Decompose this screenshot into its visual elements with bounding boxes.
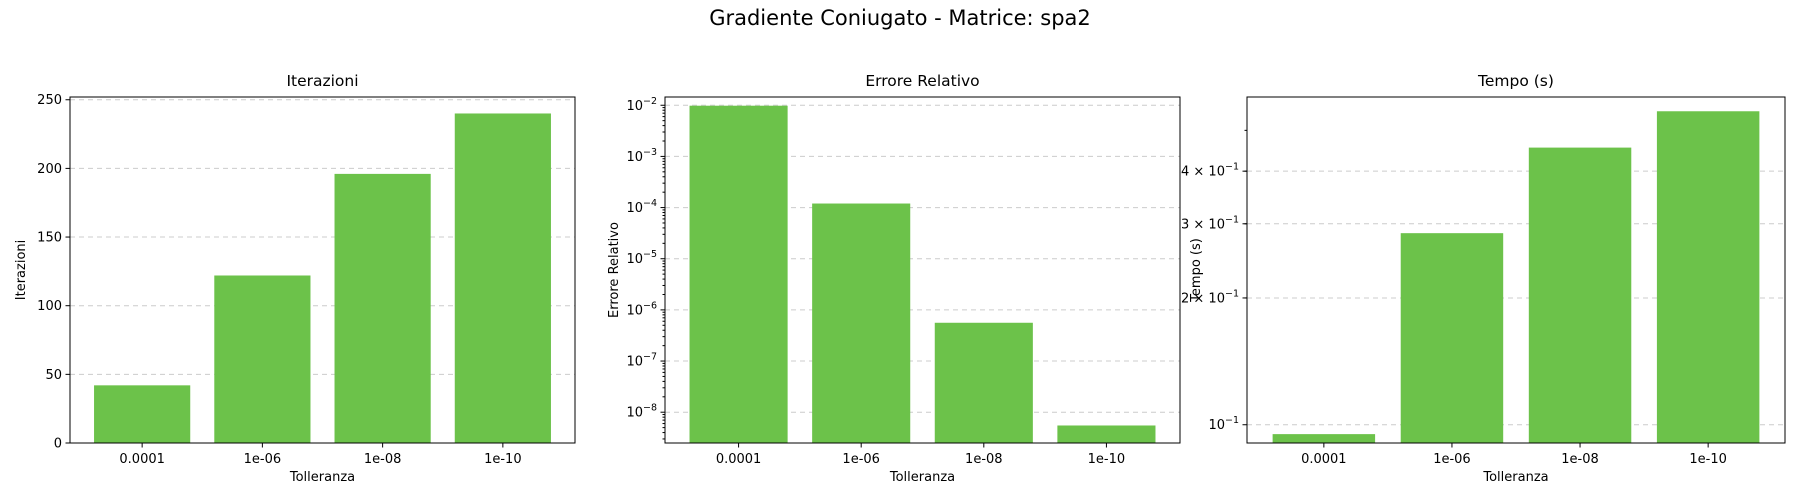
y-tick-label: 2 × 10−1 bbox=[1181, 288, 1239, 306]
y-axis-label: Errore Relativo bbox=[607, 222, 622, 318]
x-tick-label: 0.0001 bbox=[716, 452, 762, 467]
y-axis-label: Tempo (s) bbox=[1189, 238, 1204, 303]
x-tick-label: 1e-06 bbox=[244, 452, 282, 467]
y-tick-label: 3 × 10−1 bbox=[1181, 214, 1239, 232]
chart-tempo: 10−1 2 × 10−1 3 × 10−1 4 × 10−1 0.0001 1e-06 1… bbox=[1181, 72, 1786, 485]
y-tick-label: 250 bbox=[37, 93, 62, 108]
chart-title: Tempo (s) bbox=[1477, 72, 1554, 90]
x-tick-label: 1e-10 bbox=[1689, 452, 1727, 467]
bar bbox=[1528, 147, 1632, 443]
x-tick-label: 1e-10 bbox=[484, 452, 522, 467]
y-tick-label: 10−1 bbox=[1208, 415, 1239, 433]
bar bbox=[1272, 434, 1376, 443]
y-tick-label: 4 × 10−1 bbox=[1181, 162, 1239, 180]
bar bbox=[934, 322, 1033, 443]
y-tick-label: 10−7 bbox=[626, 352, 657, 370]
x-tick-label: 1e-06 bbox=[1433, 452, 1471, 467]
bar bbox=[1057, 425, 1156, 443]
x-tick-label: 1e-10 bbox=[1088, 452, 1126, 467]
y-tick-label: 10−6 bbox=[626, 300, 657, 318]
chart-title: Errore Relativo bbox=[865, 72, 979, 90]
bar bbox=[214, 275, 311, 443]
bar bbox=[1656, 111, 1760, 443]
x-tick-label: 1e-08 bbox=[965, 452, 1003, 467]
y-tick-label: 10−3 bbox=[626, 147, 657, 165]
bar bbox=[689, 105, 788, 443]
x-tick-label: 1e-08 bbox=[1561, 452, 1599, 467]
x-axis-label: Tolleranza bbox=[1482, 470, 1548, 485]
chart-errore-relativo: 10−8 10−7 10−6 10−5 10−4 10−3 10−2 0.0001 1e-06 1… bbox=[607, 72, 1181, 485]
y-tick-label: 200 bbox=[37, 162, 62, 177]
axes-frame bbox=[69, 96, 576, 444]
y-tick-label: 50 bbox=[45, 368, 62, 383]
chart-iterazioni: 0 50 100 150 200 250 0.0001 1e-06 1e-08 1e-10 Iter… bbox=[14, 72, 576, 485]
x-tick-label: 1e-06 bbox=[842, 452, 880, 467]
bar bbox=[94, 385, 191, 443]
chart-title: Iterazioni bbox=[286, 72, 358, 90]
figure-suptitle: Gradiente Coniugato - Matrice: spa2 bbox=[709, 6, 1091, 30]
x-axis-label: Tolleranza bbox=[289, 470, 355, 485]
axes-frame bbox=[1246, 96, 1786, 444]
bar bbox=[1400, 233, 1504, 443]
bar bbox=[812, 203, 911, 443]
x-axis-label: Tolleranza bbox=[889, 470, 955, 485]
y-tick-label: 10−5 bbox=[626, 249, 657, 267]
y-axis-label: Iterazioni bbox=[14, 240, 29, 300]
y-tick-label: 150 bbox=[37, 231, 62, 246]
bar bbox=[334, 173, 431, 443]
y-tick-label: 10−4 bbox=[626, 198, 657, 216]
x-tick-label: 0.0001 bbox=[119, 452, 165, 467]
y-tick-label: 100 bbox=[37, 299, 62, 314]
x-tick-label: 0.0001 bbox=[1301, 452, 1347, 467]
y-tick-label: 0 bbox=[54, 437, 62, 452]
y-tick-label: 10−2 bbox=[626, 96, 657, 114]
y-tick-label: 10−8 bbox=[626, 403, 657, 421]
bar bbox=[454, 113, 551, 443]
x-tick-label: 1e-08 bbox=[364, 452, 402, 467]
